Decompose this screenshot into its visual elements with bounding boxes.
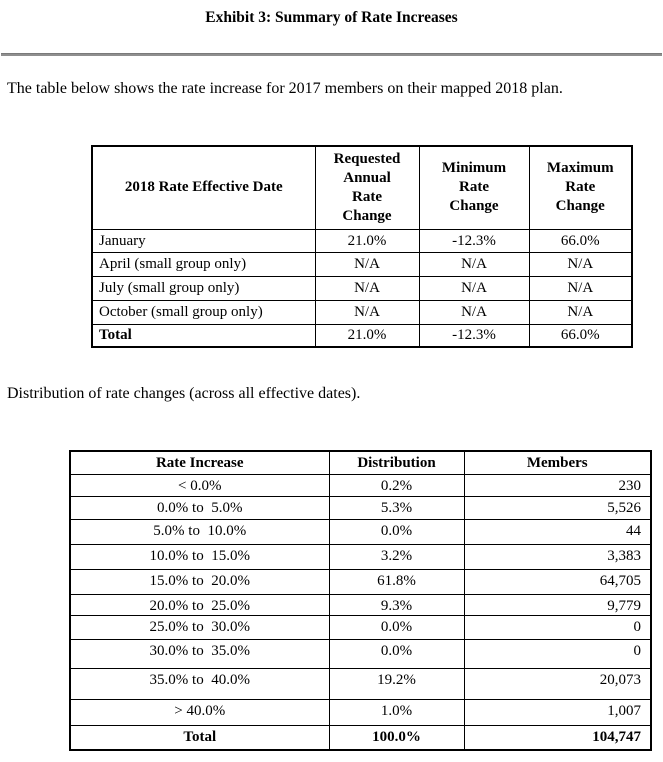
col-header-maximum-rate-change: Maximum Rate Change — [528, 145, 633, 230]
cell-members: 64,705 — [463, 568, 652, 595]
cell-members: 5,526 — [463, 495, 652, 520]
cell-rate-range: > 40.0% — [69, 698, 330, 726]
cell-distribution: 0.0% — [328, 638, 465, 669]
cell-date: April (small group only) — [91, 251, 316, 277]
cell-maximum: N/A — [528, 251, 633, 277]
cell-date: October (small group only) — [91, 299, 316, 325]
table-row: 10.0% to 15.0% 3.2% 3,383 — [69, 543, 652, 570]
table-row: July (small group only) N/A N/A N/A — [91, 275, 633, 301]
cell-date: January — [91, 228, 316, 253]
cell-rate-range: 15.0% to 20.0% — [69, 568, 330, 595]
cell-distribution: 61.8% — [328, 568, 465, 595]
table-row: October (small group only) N/A N/A N/A — [91, 299, 633, 325]
cell-distribution: 3.2% — [328, 543, 465, 570]
cell-distribution: 9.3% — [328, 593, 465, 616]
cell-rate-range: < 0.0% — [69, 473, 330, 497]
distribution-table: Rate Increase Distribution Members < 0.0… — [69, 450, 652, 751]
cell-minimum: -12.3% — [418, 228, 530, 253]
cell-rate-range: 20.0% to 25.0% — [69, 593, 330, 616]
cell-requested: N/A — [314, 275, 420, 301]
table-row: < 0.0% 0.2% 230 — [69, 473, 652, 497]
cell-members: 44 — [463, 518, 652, 545]
table-row: > 40.0% 1.0% 1,007 — [69, 698, 652, 726]
cell-members: 1,007 — [463, 698, 652, 726]
table-row: 35.0% to 40.0% 19.2% 20,073 — [69, 667, 652, 700]
cell-maximum: N/A — [528, 299, 633, 325]
cell-requested: N/A — [314, 299, 420, 325]
col-header-minimum-rate-change: Minimum Rate Change — [418, 145, 530, 230]
cell-date: Total — [91, 323, 316, 348]
cell-minimum: -12.3% — [418, 323, 530, 348]
cell-rate-range: 5.0% to 10.0% — [69, 518, 330, 545]
intro-paragraph: The table below shows the rate increase … — [7, 80, 563, 97]
cell-rate-range: 30.0% to 35.0% — [69, 638, 330, 669]
cell-minimum: N/A — [418, 299, 530, 325]
table-row: 15.0% to 20.0% 61.8% 64,705 — [69, 568, 652, 595]
table-row: January 21.0% -12.3% 66.0% — [91, 228, 633, 253]
table-row: 5.0% to 10.0% 0.0% 44 — [69, 518, 652, 545]
cell-date: July (small group only) — [91, 275, 316, 301]
cell-minimum: N/A — [418, 275, 530, 301]
cell-members: 0 — [463, 638, 652, 669]
distribution-caption: Distribution of rate changes (across all… — [7, 385, 361, 402]
cell-requested: N/A — [314, 251, 420, 277]
cell-rate-range: 0.0% to 5.0% — [69, 495, 330, 520]
table-total-row: Total 100.0% 104,747 — [69, 724, 652, 751]
rate-summary-table: 2018 Rate Effective Date Requested Annua… — [91, 145, 633, 348]
cell-distribution: 0.0% — [328, 614, 465, 640]
cell-distribution: 19.2% — [328, 667, 465, 700]
table-total-row: Total 21.0% -12.3% 66.0% — [91, 323, 633, 348]
cell-rate-range: 10.0% to 15.0% — [69, 543, 330, 570]
table-row: 25.0% to 30.0% 0.0% 0 — [69, 614, 652, 640]
table-row: 0.0% to 5.0% 5.3% 5,526 — [69, 495, 652, 520]
cell-distribution: 5.3% — [328, 495, 465, 520]
table-row: April (small group only) N/A N/A N/A — [91, 251, 633, 277]
table-row: 20.0% to 25.0% 9.3% 9,779 — [69, 593, 652, 616]
cell-maximum: N/A — [528, 275, 633, 301]
cell-members: 3,383 — [463, 543, 652, 570]
cell-members: 104,747 — [463, 724, 652, 751]
cell-rate-range: 35.0% to 40.0% — [69, 667, 330, 700]
cell-distribution: 100.0% — [328, 724, 465, 751]
cell-members: 20,073 — [463, 667, 652, 700]
page-title: Exhibit 3: Summary of Rate Increases — [205, 9, 458, 26]
col-header-distribution: Distribution — [328, 450, 465, 475]
cell-members: 230 — [463, 473, 652, 497]
cell-maximum: 66.0% — [528, 323, 633, 348]
col-header-rate-increase: Rate Increase — [69, 450, 330, 475]
cell-members: 9,779 — [463, 593, 652, 616]
cell-distribution: 0.2% — [328, 473, 465, 497]
table-row: 30.0% to 35.0% 0.0% 0 — [69, 638, 652, 669]
col-header-members: Members — [463, 450, 652, 475]
title-divider — [1, 53, 662, 56]
cell-maximum: 66.0% — [528, 228, 633, 253]
cell-rate-range: Total — [69, 724, 330, 751]
col-header-effective-date: 2018 Rate Effective Date — [91, 145, 316, 230]
cell-minimum: N/A — [418, 251, 530, 277]
cell-requested: 21.0% — [314, 323, 420, 348]
table-header-row: Rate Increase Distribution Members — [69, 450, 652, 475]
col-header-requested-annual-rate-change: Requested Annual Rate Change — [314, 145, 420, 230]
cell-distribution: 1.0% — [328, 698, 465, 726]
cell-members: 0 — [463, 614, 652, 640]
table-header-row: 2018 Rate Effective Date Requested Annua… — [91, 145, 633, 230]
cell-rate-range: 25.0% to 30.0% — [69, 614, 330, 640]
cell-distribution: 0.0% — [328, 518, 465, 545]
cell-requested: 21.0% — [314, 228, 420, 253]
